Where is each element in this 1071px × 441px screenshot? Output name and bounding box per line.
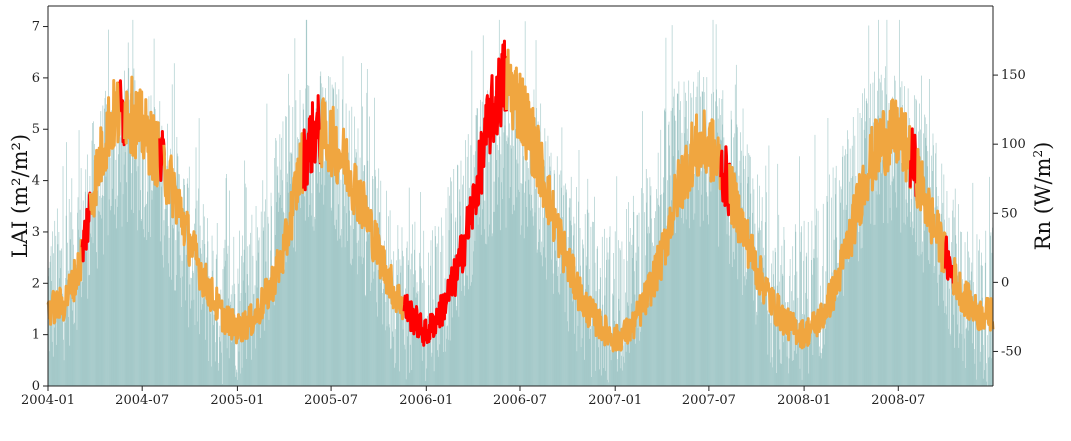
lai-line-highlight-segment [118, 79, 127, 147]
lai-line-highlight-segment [943, 235, 956, 295]
x-tick-label: 2005-01 [210, 393, 264, 408]
plot-frame [47, 5, 994, 387]
lai-line-segment [505, 48, 723, 353]
x-tick-label: 2008-07 [871, 393, 925, 408]
lai-line-highlight-segment [719, 145, 732, 217]
lai-line-highlight-segment [80, 191, 92, 263]
x-tick-label: 2007-01 [588, 393, 642, 408]
y-right-tick-label: 50 [1001, 206, 1018, 221]
y-left-axis-title: LAI (m²/m²) [8, 134, 32, 258]
y-left-tick-label: 7 [32, 20, 40, 35]
rn-bars [47, 19, 994, 386]
y-left-tick-label: 5 [32, 122, 40, 137]
lai-line-segment [914, 147, 948, 274]
lai-line-highlight-segment [302, 94, 323, 192]
x-tick-label: 2004-07 [115, 393, 169, 408]
lai-line-segment [162, 129, 306, 345]
y-right-axis-title: Rn (W/m2) [1031, 142, 1055, 251]
lai-line-segment [123, 75, 162, 188]
lai-line-highlight-segment [402, 39, 509, 347]
y-left-tick-label: 6 [32, 71, 40, 86]
y-right-axis-ticks: -50 0 50 100 150 [993, 68, 1026, 359]
y-right-tick-label: -50 [1001, 344, 1022, 359]
x-tick-label: 2004-01 [21, 393, 75, 408]
lai-line [46, 39, 995, 353]
y-right-tick-label: 100 [1001, 137, 1026, 152]
x-tick-label: 2006-01 [399, 393, 453, 408]
lai-line-highlight-segment [158, 129, 166, 182]
y-left-tick-label: 3 [32, 225, 40, 240]
x-tick-label: 2005-07 [304, 393, 358, 408]
x-tick-label: 2007-07 [682, 393, 736, 408]
lai-line-segment [46, 238, 85, 326]
y-left-tick-label: 2 [32, 276, 40, 291]
y-right-tick-label: 0 [1001, 275, 1009, 290]
y-right-tick-label: 150 [1001, 68, 1026, 83]
x-axis-ticks: 2004-01 2004-07 2005-01 2005-07 2006-01 2006-… [21, 386, 925, 408]
y-left-axis-ticks: 0 1 2 3 4 5 6 7 [32, 20, 48, 394]
x-tick-label: 2008-01 [777, 393, 831, 408]
y-left-tick-label: 0 [32, 379, 40, 394]
x-tick-label: 2006-07 [493, 393, 547, 408]
y-left-tick-label: 4 [32, 174, 40, 189]
lai-line-segment [88, 78, 122, 218]
y-left-tick-label: 1 [32, 328, 40, 343]
lai-line-segment [318, 97, 407, 321]
lai-line-segment [951, 256, 995, 332]
lai-line-segment [728, 98, 913, 350]
